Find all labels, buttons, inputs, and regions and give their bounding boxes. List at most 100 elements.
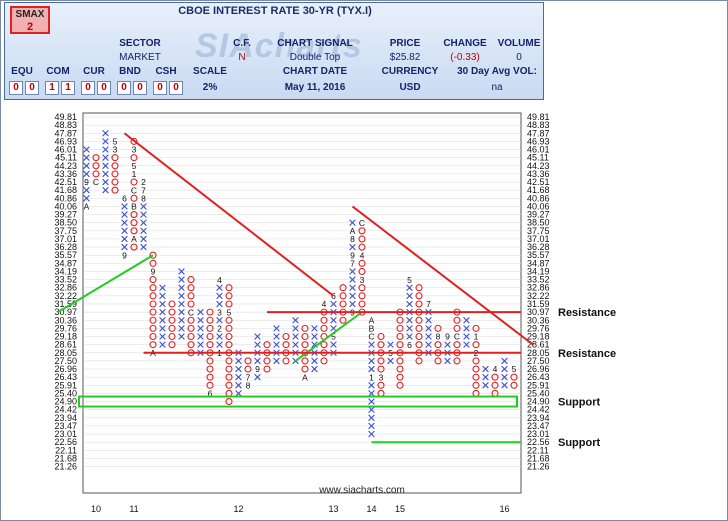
month-marker: A: [350, 226, 356, 236]
o-box: [149, 284, 157, 292]
x-box: [102, 170, 109, 178]
x-box: [273, 357, 280, 365]
o-box: [206, 357, 214, 365]
o-box: [168, 300, 176, 308]
x-box: [159, 325, 166, 332]
x-box: [235, 373, 242, 381]
y-tick-label-right: 22.56: [527, 437, 550, 447]
x-box: [235, 365, 242, 373]
y-tick-label-right: 30.97: [527, 307, 550, 317]
y-tick-label-right: 38.50: [527, 218, 550, 228]
chart-date-label: CHART DATE: [282, 66, 348, 77]
o-box: [472, 357, 480, 365]
o-box: [206, 373, 214, 381]
sector-label: SECTOR: [119, 38, 161, 49]
o-box: [225, 381, 233, 389]
y-tick-label-right: 24.42: [527, 405, 550, 415]
y-tick-label-right: 43.36: [527, 169, 550, 179]
currency-value: USD: [399, 82, 421, 93]
o-box: [396, 324, 404, 332]
x-box: [140, 227, 147, 235]
o-box: [358, 284, 366, 292]
o-box: [111, 154, 119, 162]
o-box: [396, 341, 404, 349]
month-marker: 5: [512, 364, 517, 374]
x-box: [368, 382, 375, 389]
month-marker: 7: [350, 259, 355, 269]
x-box: [121, 211, 128, 218]
month-marker: 4: [217, 275, 222, 285]
x-box: [83, 170, 90, 178]
x-box: [368, 365, 375, 373]
y-tick-label-right: 23.01: [527, 429, 550, 439]
x-box: [311, 333, 318, 340]
scale-value: 2%: [202, 82, 218, 93]
x-box: [254, 357, 261, 365]
month-marker: 5: [227, 307, 232, 317]
y-tick-label-left: 27.50: [54, 356, 77, 366]
o-box: [472, 373, 480, 381]
x-tick-label: 14: [366, 504, 376, 514]
o-box: [225, 300, 233, 308]
y-tick-label-left: 26.43: [54, 372, 77, 382]
month-marker: 9: [350, 250, 355, 260]
o-box: [358, 292, 366, 300]
y-tick-label-left: 22.56: [54, 437, 77, 447]
x-box: [425, 333, 432, 340]
y-tick-label-right: 32.22: [527, 291, 550, 301]
o-box: [187, 324, 195, 332]
x-box: [102, 186, 109, 194]
x-box: [406, 284, 413, 292]
y-tick-label-left: 39.27: [54, 210, 77, 220]
x-box: [178, 292, 185, 300]
o-box: [282, 332, 290, 341]
y-tick-label-left: 29.18: [54, 332, 77, 342]
rank-cell-9: 0: [169, 81, 183, 95]
x-box: [216, 300, 223, 308]
o-box: [225, 324, 233, 332]
o-box: [282, 341, 290, 349]
o-box: [358, 300, 366, 308]
price-label: PRICE: [389, 38, 421, 49]
y-tick-label-right: 25.40: [527, 388, 550, 398]
month-marker: 3: [132, 145, 137, 155]
y-tick-label-left: 21.68: [54, 453, 77, 463]
o-box: [396, 316, 404, 324]
x-tick-label: 11: [129, 504, 138, 514]
o-box: [111, 170, 119, 178]
x-box: [140, 211, 147, 218]
y-tick-label-right: 25.91: [527, 380, 550, 390]
o-box: [225, 332, 233, 341]
chart-signal-value: Double Top: [289, 52, 341, 63]
x-box: [463, 333, 470, 340]
month-marker: 6: [122, 194, 127, 204]
month-marker: 5: [113, 137, 118, 147]
x-box: [463, 316, 470, 324]
y-tick-label-right: 22.11: [527, 445, 549, 455]
x-box: [425, 341, 432, 348]
y-tick-label-right: 30.36: [527, 315, 550, 325]
y-tick-label-left: 23.94: [54, 413, 77, 423]
y-tick-label-right: 21.68: [527, 453, 550, 463]
month-marker: 7: [426, 299, 431, 309]
chart-title: CBOE INTEREST RATE 30-YR (TYX.I): [178, 5, 372, 17]
y-tick-label-left: 37.75: [54, 226, 77, 236]
o-box: [434, 324, 442, 332]
month-marker: A: [84, 202, 90, 212]
o-box: [301, 332, 309, 341]
o-box: [263, 341, 271, 349]
o-box: [149, 292, 157, 300]
x-box: [330, 341, 337, 348]
x-box: [235, 382, 242, 389]
rank-cell-2: 1: [45, 81, 59, 95]
month-marker: 9: [255, 364, 260, 374]
month-marker: B: [369, 324, 375, 334]
x-box: [197, 308, 204, 316]
month-marker: 4: [322, 299, 327, 309]
month-marker: 3: [113, 145, 118, 155]
month-marker: 8: [246, 380, 251, 390]
x-box: [349, 268, 356, 275]
y-tick-label-left: 47.87: [54, 128, 77, 138]
x-tick-label: 16: [499, 504, 509, 514]
